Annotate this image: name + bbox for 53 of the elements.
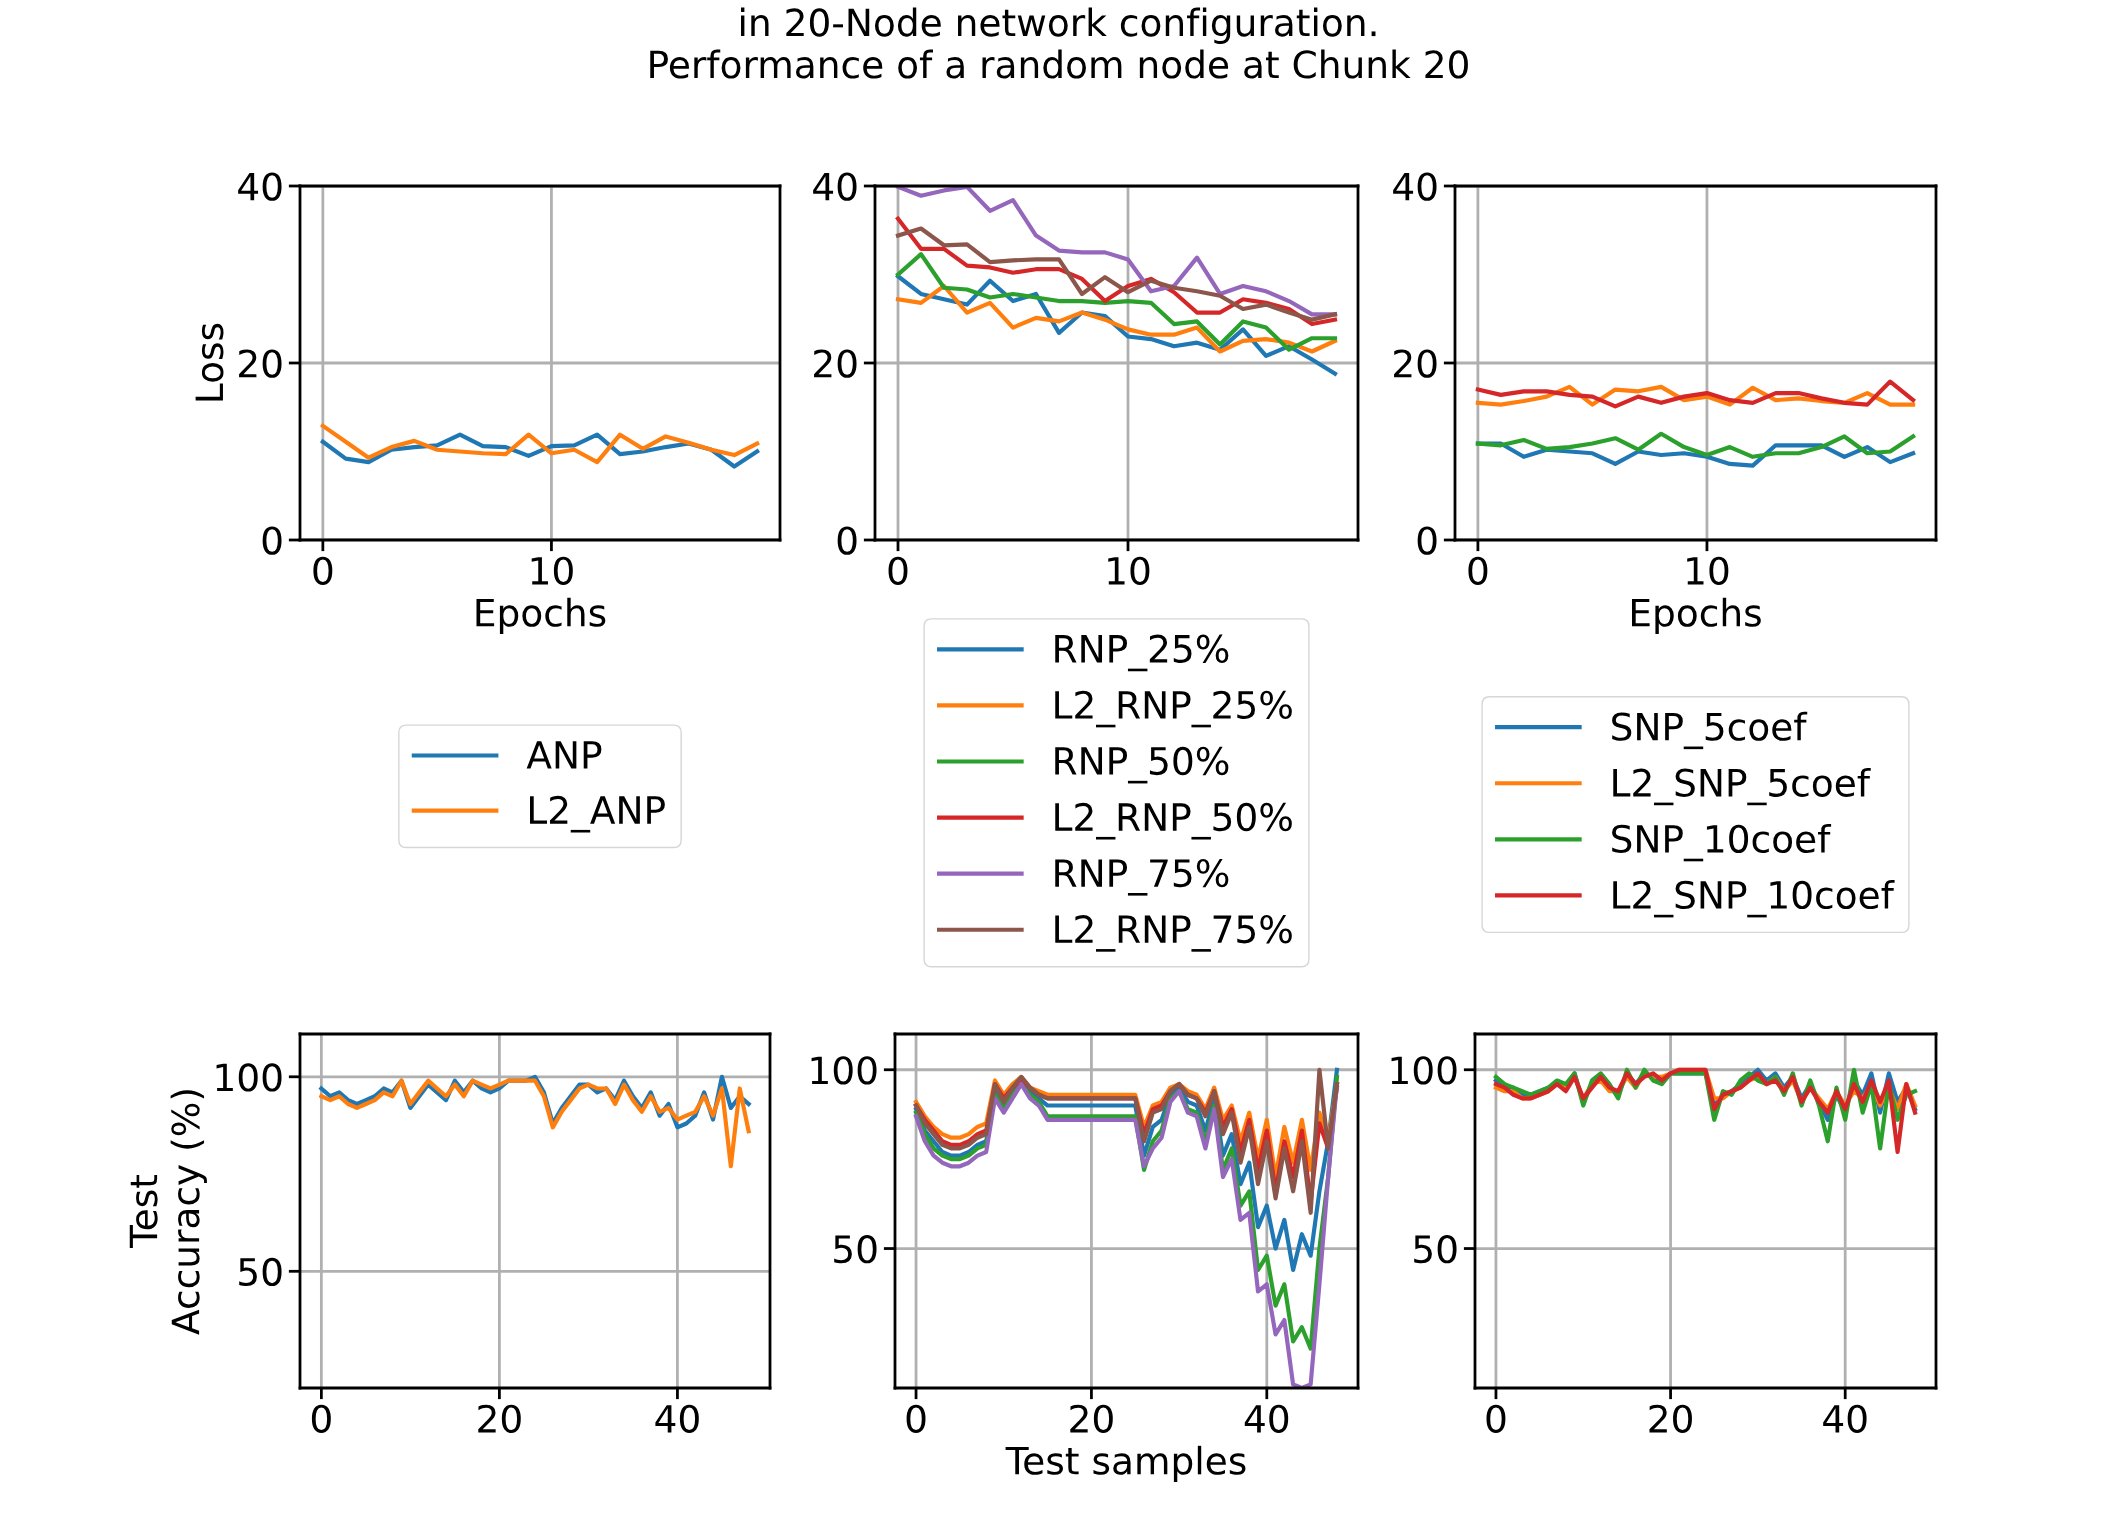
- x-tick-label: 10: [531, 556, 573, 585]
- x-tick-label: 0: [311, 1404, 331, 1433]
- x-tick-label: 0: [888, 556, 908, 585]
- x-tick-label: 10: [1687, 556, 1729, 585]
- y-tick-label: 20: [814, 349, 857, 378]
- legend-label: L2_SNP_5coef: [1613, 767, 1871, 806]
- legend-label: RNP_25%: [1055, 634, 1229, 672]
- y-tick-label: 40: [813, 172, 857, 201]
- line-series: [320, 423, 760, 465]
- line-series: [319, 1078, 751, 1169]
- x-tick-label: 40: [655, 1404, 699, 1433]
- y-axis-title: Loss: [195, 323, 224, 401]
- legend-label: ANP: [526, 741, 602, 769]
- y-tick-label: 50: [834, 1234, 877, 1264]
- legend-label: RNP_50%: [1055, 746, 1229, 784]
- y-tick-label: 50: [239, 1257, 282, 1287]
- x-axis-title: Epochs: [1632, 597, 1761, 635]
- y-tick-label: 20: [1394, 349, 1437, 378]
- legend-label: RNP_75%: [1055, 858, 1229, 896]
- y-tick-label: 50: [1414, 1234, 1457, 1264]
- text: in 20-Node network configuration. Performance of a random node at Chunk 20: [650, 7, 1468, 79]
- y-tick-label: 0: [262, 526, 282, 555]
- y-tick-label: 40: [238, 172, 282, 201]
- x-axis-title: Epochs: [476, 597, 606, 635]
- legend-label: L2_ANP: [530, 795, 665, 833]
- x-axis-title: Test samples: [1005, 1445, 1246, 1483]
- x-tick-label: 20: [1649, 1404, 1692, 1433]
- y-tick-label: 100: [811, 1056, 877, 1085]
- y-tick-label: 20: [239, 349, 282, 378]
- y-tick-label: 100: [1391, 1056, 1457, 1085]
- legend-label: SNP_5coef: [1612, 711, 1808, 750]
- y-tick-label: 40: [1393, 172, 1437, 201]
- x-tick-label: 0: [906, 1404, 926, 1433]
- x-tick-label: 0: [313, 556, 333, 585]
- y-tick-label: 0: [837, 526, 857, 555]
- x-tick-label: 40: [1244, 1404, 1289, 1433]
- y-axis-title: Test Accuracy (%): [129, 1090, 207, 1335]
- x-tick-label: 0: [1486, 1404, 1506, 1433]
- x-tick-label: 10: [1108, 556, 1150, 585]
- y-tick-label: 0: [1417, 526, 1437, 555]
- y-tick-label: 100: [216, 1063, 282, 1092]
- legend-label: L2_RNP_75%: [1055, 915, 1292, 952]
- line-series: [895, 252, 1338, 352]
- legend-label: L2_SNP_10coef: [1613, 880, 1895, 918]
- line-series: [895, 283, 1338, 354]
- x-tick-label: 20: [478, 1404, 521, 1433]
- legend-label: L2_RNP_25%: [1055, 690, 1292, 728]
- line-series: [1475, 431, 1916, 459]
- legend-label: L2_RNP_50%: [1055, 802, 1292, 840]
- legend-label: SNP_10coef: [1612, 823, 1832, 862]
- x-tick-label: 40: [1823, 1404, 1867, 1433]
- x-tick-label: 20: [1070, 1404, 1113, 1433]
- x-tick-label: 0: [1468, 556, 1488, 585]
